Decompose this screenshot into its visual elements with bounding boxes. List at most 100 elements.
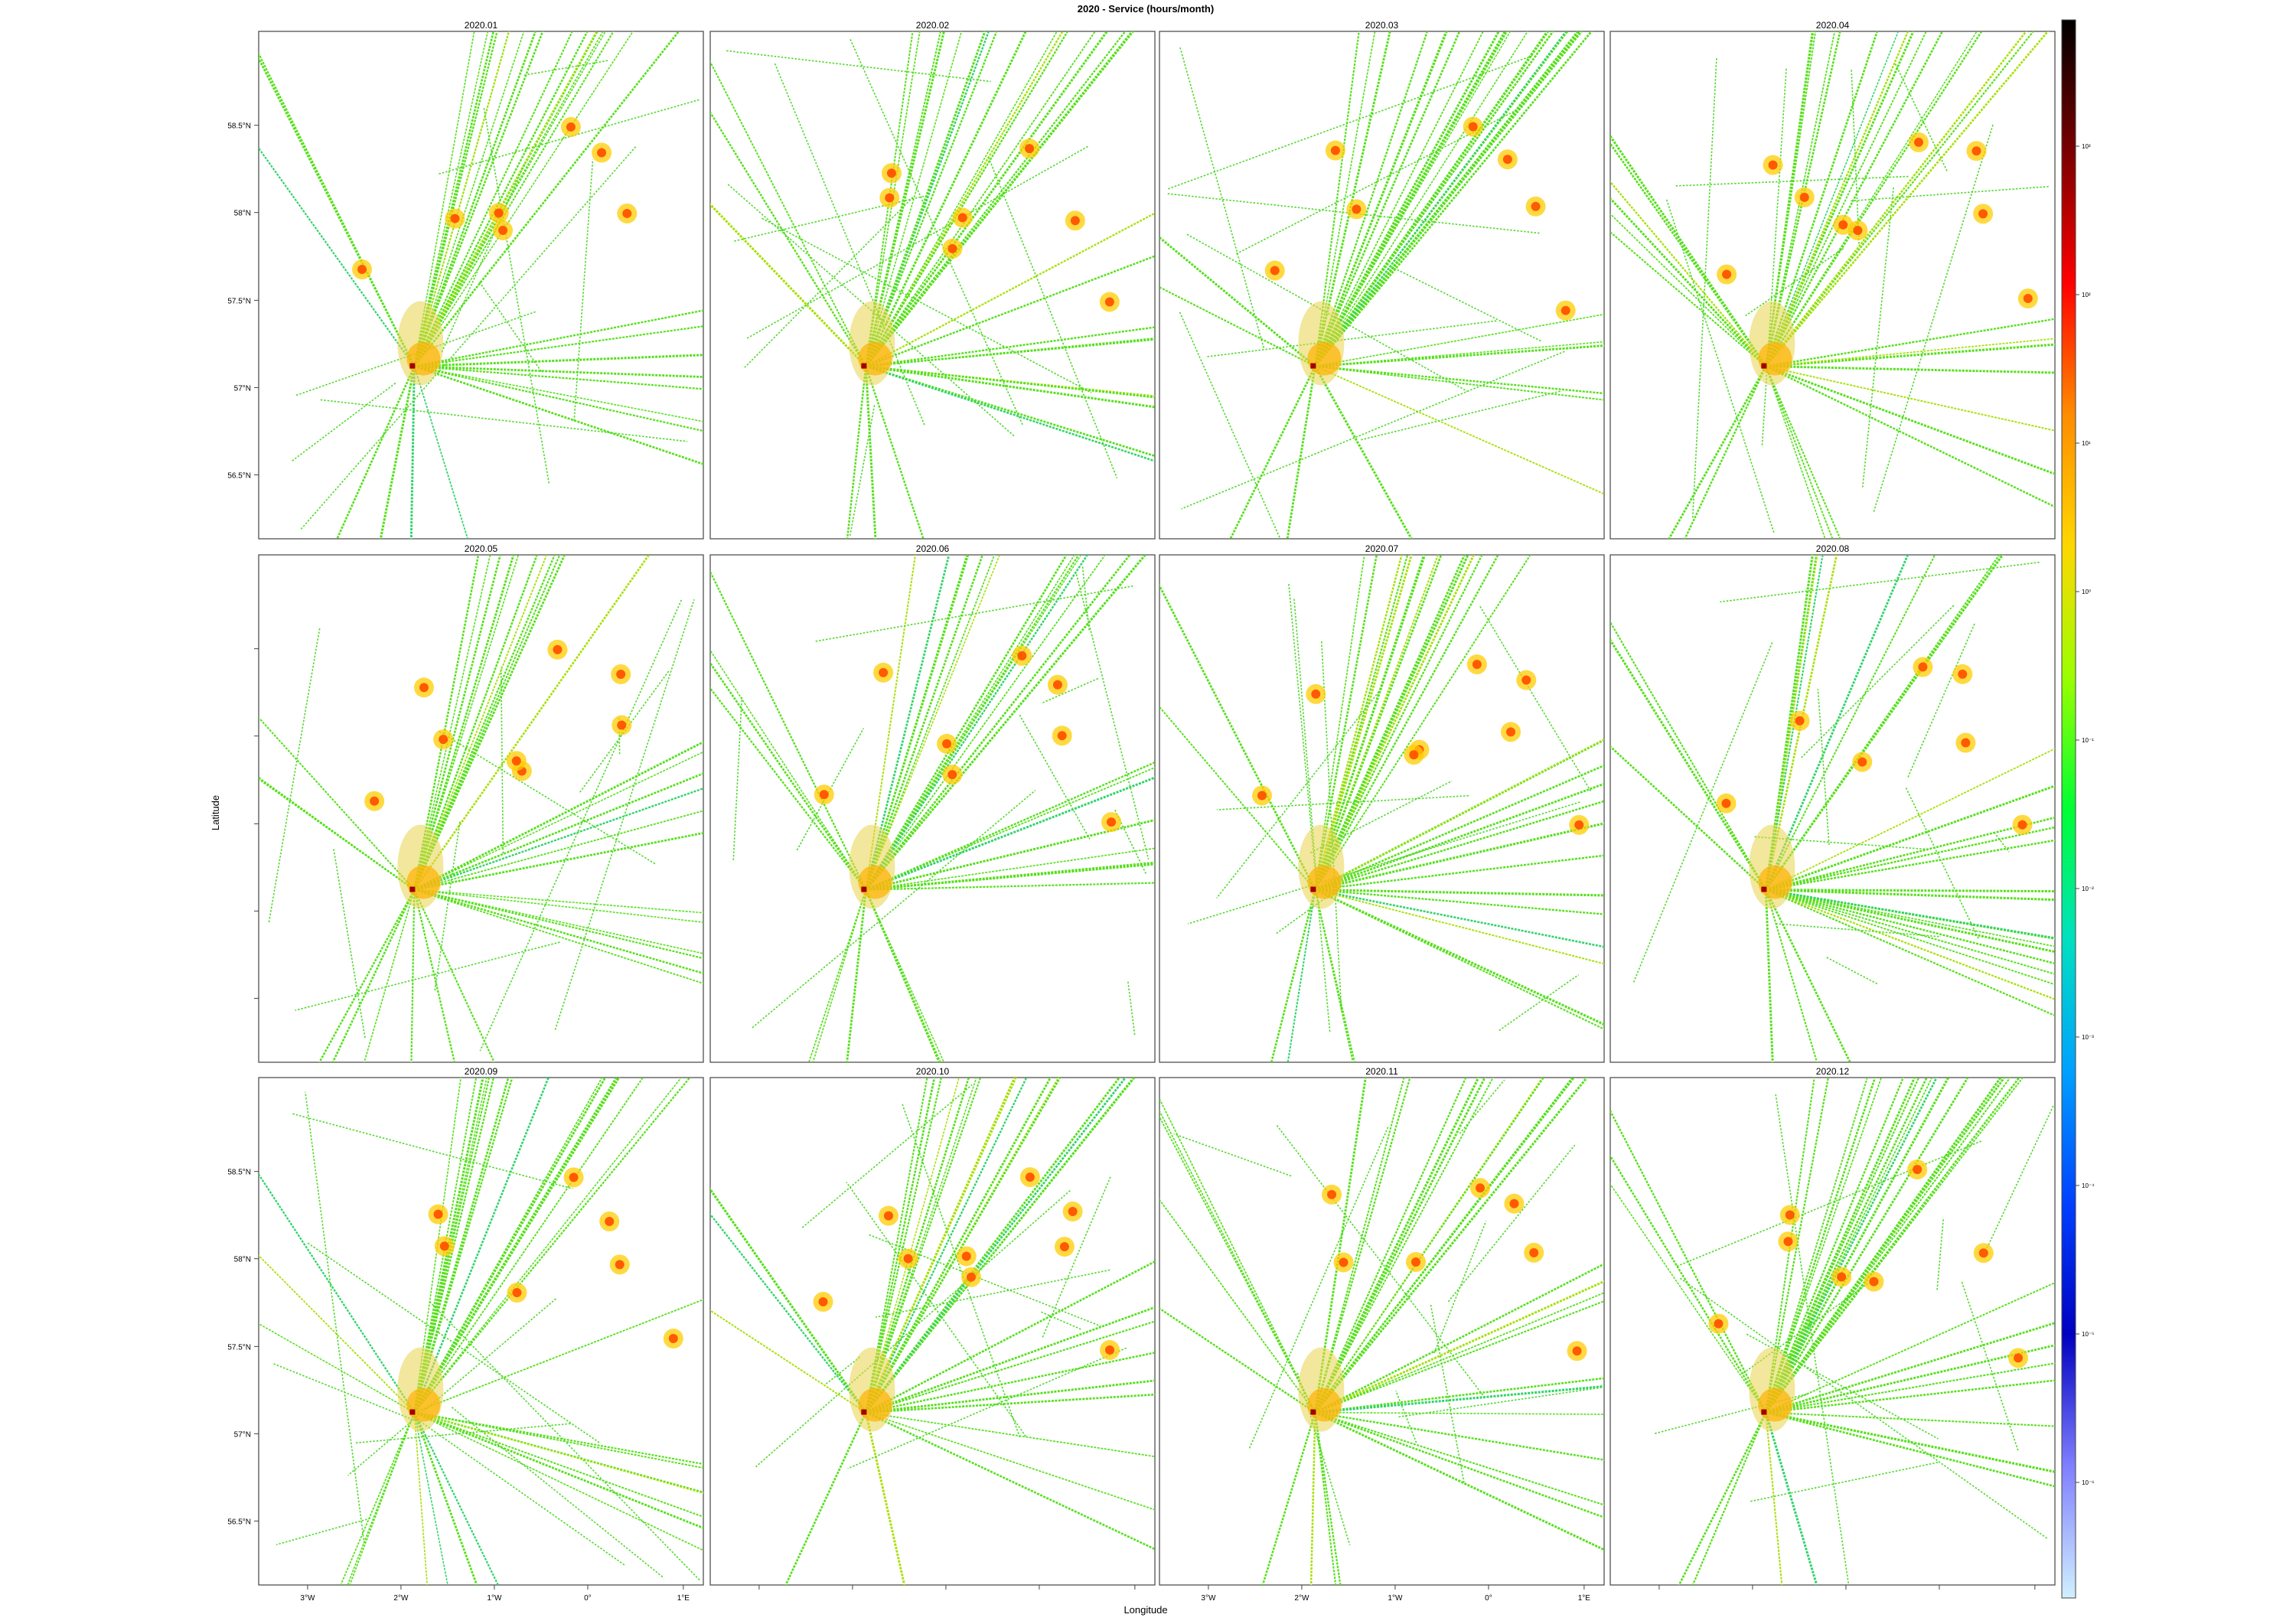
vessel-track — [1766, 1411, 2055, 1427]
platform-hotspot — [1104, 297, 1114, 307]
vessel-track — [1679, 1277, 2049, 1540]
platform-hotspot — [494, 208, 504, 218]
vessel-track — [413, 1078, 618, 1414]
platform-hotspot — [1025, 144, 1035, 154]
vessel-track — [1042, 1176, 1111, 1338]
colorbar-label: 10⁻⁴ — [2082, 1182, 2095, 1189]
vessel-track — [1159, 1097, 1316, 1413]
map-panel: 2020.02 — [709, 20, 1156, 540]
platform-hotspot — [942, 739, 952, 748]
vessel-track — [413, 31, 634, 367]
vessel-track — [866, 326, 1155, 367]
platform-hotspot — [605, 1217, 615, 1227]
platform-hotspot — [885, 193, 895, 203]
vessel-track — [554, 598, 695, 1030]
vessel-track — [1314, 1078, 1494, 1414]
vessel-track — [1765, 1078, 2021, 1414]
platform-hotspot — [511, 756, 521, 766]
y-tick-label: 58°N — [234, 210, 251, 218]
platform-hotspot — [879, 667, 889, 677]
panel-title: 2020.12 — [1816, 1066, 1850, 1077]
panel-frame — [258, 554, 704, 1063]
vessel-track — [414, 1411, 703, 1518]
platform-hotspot — [597, 148, 607, 158]
vessel-track — [866, 1411, 1155, 1458]
vessel-track — [1315, 1292, 1604, 1414]
vessel-track — [1314, 555, 1443, 891]
vessel-tracks — [1610, 555, 2055, 1062]
vessel-track — [865, 212, 1155, 367]
vessel-track — [1433, 1221, 1487, 1354]
port-activity-area — [858, 865, 892, 899]
vessel-track — [1293, 597, 1317, 879]
y-tick-label: 57.5°N — [227, 1343, 251, 1352]
platform-hotspot — [1853, 226, 1863, 236]
vessel-track — [1766, 338, 2055, 367]
platform-hotspot — [1502, 155, 1512, 165]
vessel-track — [414, 365, 703, 432]
vessel-tracks — [1610, 31, 2055, 539]
vessel-track — [414, 889, 703, 923]
vessel-track — [1765, 889, 2055, 1000]
vessel-track — [268, 628, 321, 923]
vessel-track — [1159, 286, 1316, 367]
vessel-track — [291, 382, 396, 462]
platform-hotspot — [1529, 1247, 1539, 1257]
vessel-track — [1179, 47, 1265, 349]
vessel-track — [413, 772, 703, 891]
vessel-track — [865, 555, 1001, 890]
vessel-track — [865, 1078, 1121, 1414]
vessel-track — [413, 555, 566, 891]
vessel-track — [1610, 1154, 1767, 1414]
vessel-track — [1985, 1105, 2054, 1253]
vessel-track — [865, 555, 1068, 891]
platform-hotspot — [1721, 798, 1731, 808]
vessel-track — [1750, 1462, 1939, 1502]
platform-hotspot — [1799, 192, 1809, 202]
vessel-track — [1764, 889, 1774, 1062]
vessel-track — [732, 696, 743, 860]
vessel-track — [1314, 1411, 1604, 1551]
platform-hotspot — [1913, 137, 1923, 147]
vessel-track — [1765, 31, 1983, 367]
vessel-track — [414, 1411, 703, 1494]
platform-hotspot — [1472, 660, 1482, 670]
vessel-track — [865, 555, 1107, 891]
vessel-track — [1936, 1218, 1945, 1290]
vessel-track — [865, 31, 1097, 367]
vessel-track — [524, 60, 609, 76]
vessel-track — [1765, 784, 2055, 891]
vessel-track — [1286, 366, 1316, 539]
panel-title: 2020.10 — [916, 1066, 950, 1077]
vessel-track — [259, 1172, 416, 1414]
vessel-track — [414, 751, 703, 891]
vessel-track — [710, 686, 867, 891]
vessel-track — [259, 1254, 415, 1414]
vessel-track — [272, 1362, 420, 1423]
x-tick-label: 2°W — [393, 1594, 409, 1603]
y-tick-label: 58.5°N — [227, 122, 251, 131]
vessel-track — [1315, 889, 1604, 897]
vessel-track — [865, 1078, 928, 1413]
vessel-track — [865, 555, 1089, 891]
platform-hotspot — [1070, 216, 1080, 226]
vessel-track — [866, 819, 1155, 891]
vessel-track — [347, 1298, 556, 1476]
vessel-track — [1430, 1304, 1465, 1483]
vessel-track — [331, 889, 416, 1062]
vessel-track — [1315, 889, 1604, 965]
platform-hotspot — [1795, 716, 1805, 726]
vessel-track — [305, 1091, 365, 1544]
vessel-track — [413, 1417, 625, 1566]
platform-hotspot — [1768, 160, 1778, 170]
vessel-tracks — [259, 1078, 703, 1585]
vessel-track — [865, 1078, 1028, 1414]
vessel-track — [1766, 826, 2055, 891]
vessel-track — [1765, 1078, 1916, 1414]
vessel-track — [1315, 1411, 1604, 1461]
vessel-track — [413, 31, 680, 367]
vessel-track — [1314, 31, 1593, 367]
vessel-track — [1216, 794, 1469, 810]
vessel-track — [1684, 366, 1767, 539]
